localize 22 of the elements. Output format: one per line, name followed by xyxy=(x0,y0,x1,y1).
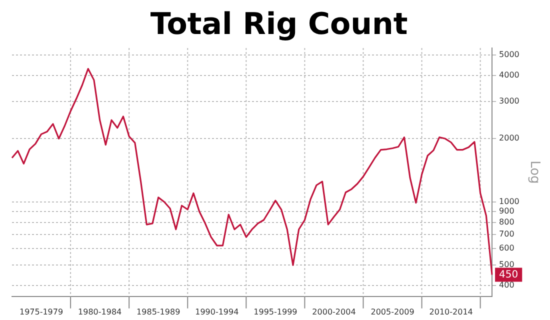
y-tick-label: 800 xyxy=(499,217,514,226)
x-tick-label: 2010-2014 xyxy=(429,307,473,316)
x-tick-label: 1980-1984 xyxy=(78,307,122,316)
x-tick-label: 1985-1989 xyxy=(136,307,180,316)
y-tick-label: 500 xyxy=(499,260,514,270)
y-tick-label: 600 xyxy=(499,244,514,253)
x-tick-label: 1995-1999 xyxy=(254,307,298,316)
y-tick-label: 3000 xyxy=(499,96,520,106)
y-tick-label: 1000 xyxy=(499,196,520,206)
y-tick-label: 400 xyxy=(499,280,514,290)
y-tick-label: 4000 xyxy=(499,70,520,80)
y-tick-label: 900 xyxy=(499,206,514,216)
x-tick-label: 2005-2009 xyxy=(370,307,414,316)
x-tick-label: 1990-1994 xyxy=(195,307,239,316)
y-axis-title: Log xyxy=(526,160,542,184)
x-tick-label: 1975-1979 xyxy=(19,307,64,316)
chart-title: Total Rig Count xyxy=(150,6,408,42)
y-tick-label: 5000 xyxy=(499,50,520,60)
y-tick-label: 2000 xyxy=(499,134,520,143)
x-tick-label: 2000-2004 xyxy=(312,307,356,316)
y-tick-label: 700 xyxy=(499,230,514,239)
text: 450 xyxy=(499,269,518,280)
